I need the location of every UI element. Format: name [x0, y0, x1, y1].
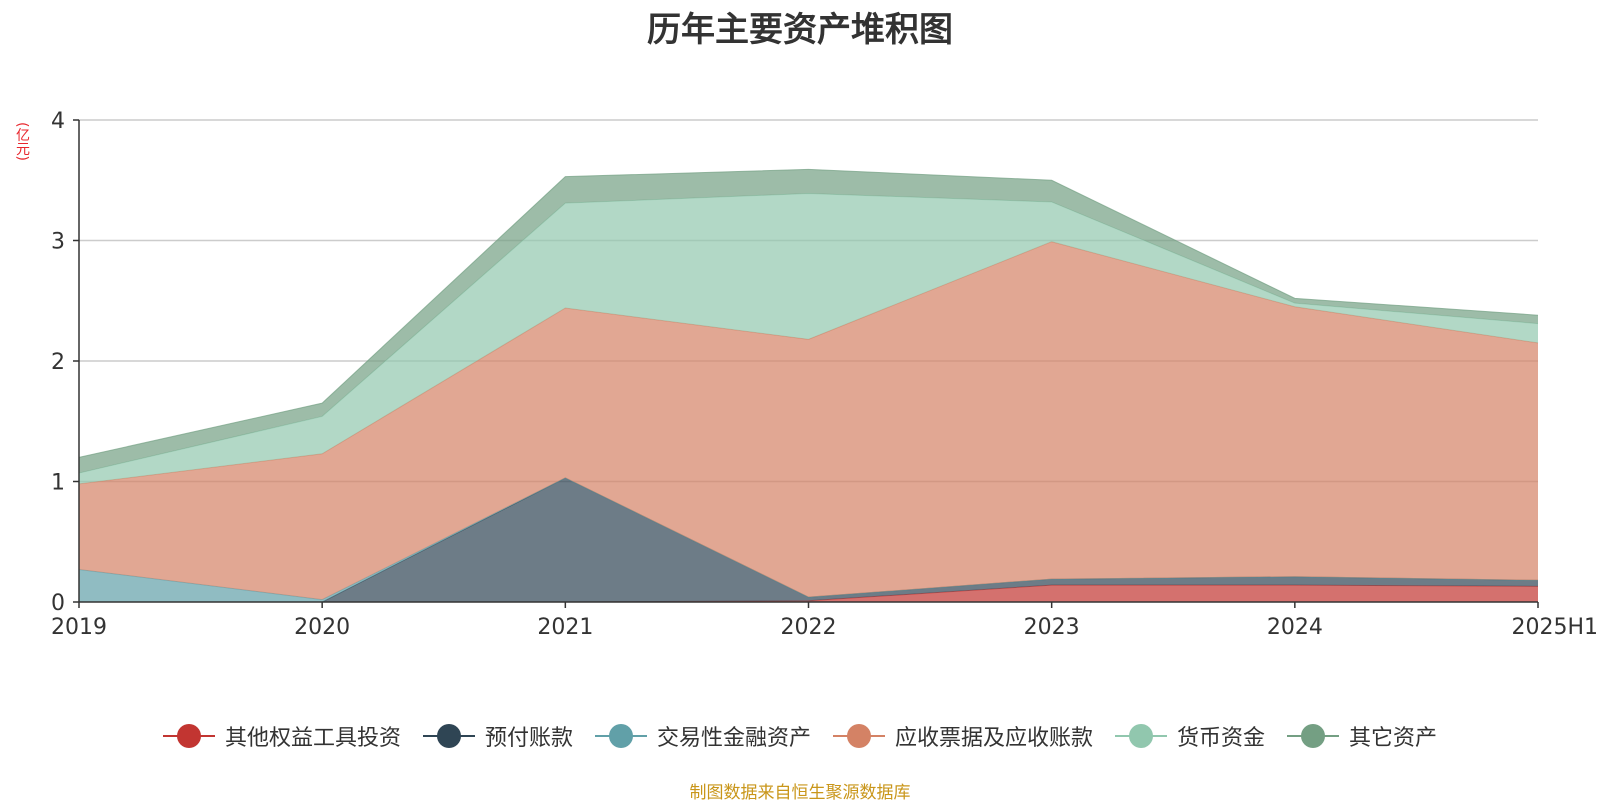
area-series-1	[79, 477, 1538, 602]
legend-marker-icon	[1287, 723, 1340, 749]
legend-label: 其他权益工具投资	[224, 726, 401, 751]
area-series-0	[79, 585, 1538, 602]
y-tick-label: 1	[51, 471, 65, 496]
area-series-2	[79, 477, 1538, 602]
legend-marker-icon	[1115, 723, 1168, 749]
x-tick-label: 2025H1	[1511, 615, 1598, 640]
x-tick-label: 2022	[781, 615, 837, 640]
y-axis-unit-label: (亿元)	[14, 122, 30, 161]
legend-label: 货币资金	[1177, 726, 1266, 751]
y-tick-label: 4	[51, 109, 65, 134]
legend-item-3[interactable]: 应收票据及应收账款	[833, 720, 1093, 752]
legend-label: 交易性金融资产	[656, 726, 811, 751]
legend-marker-icon	[594, 723, 647, 749]
x-tick-label: 2024	[1267, 615, 1323, 640]
legend-marker-icon	[422, 723, 475, 749]
area-series	[78, 168, 1539, 603]
legend-item-2[interactable]: 交易性金融资产	[594, 720, 811, 752]
legend-item-4[interactable]: 货币资金	[1115, 720, 1265, 752]
legend: 其他权益工具投资 预付账款 交易性金融资产 应收票据及应收账款 货币资金 其它资产	[0, 718, 1600, 754]
chart-title: 历年主要资产堆积图	[647, 10, 953, 50]
area-series-5-edge	[78, 168, 1539, 458]
area-series-5	[79, 169, 1538, 474]
legend-item-1[interactable]: 预付账款	[422, 720, 573, 752]
legend-label: 预付账款	[484, 726, 573, 751]
x-tick-label: 2023	[1024, 615, 1080, 640]
area-series-4	[79, 193, 1538, 484]
legend-item-5[interactable]: 其它资产	[1287, 720, 1437, 752]
legend-label: 其它资产	[1349, 726, 1438, 751]
y-tick-label: 2	[51, 350, 65, 375]
y-tick-label: 0	[51, 591, 65, 616]
x-tick-label: 2019	[51, 615, 107, 640]
x-tick-label: 2020	[294, 615, 350, 640]
source-note: 制图数据来自恒生聚源数据库	[689, 783, 911, 803]
legend-item-0[interactable]: 其他权益工具投资	[162, 720, 401, 752]
axes: 0 1 2 3 4 2019 2020 2021 2022 2023 2024 2025H1	[51, 109, 1598, 640]
y-tick-label: 3	[51, 230, 65, 255]
legend-marker-icon	[833, 723, 885, 749]
legend-marker-icon	[162, 723, 215, 749]
legend-label: 应收票据及应收账款	[895, 726, 1094, 751]
x-tick-label: 2021	[537, 615, 593, 640]
area-series-3	[79, 241, 1538, 600]
